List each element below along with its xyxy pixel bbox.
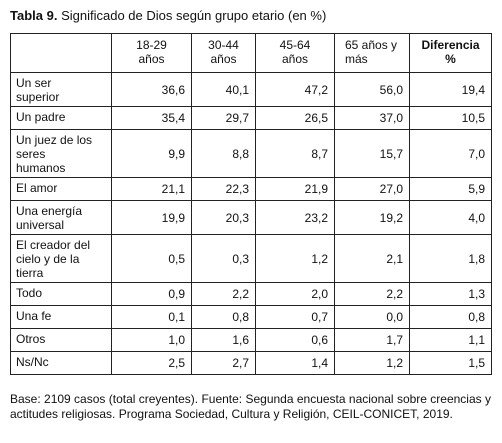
- cell-value: 29,7: [191, 106, 256, 130]
- table-row: Un juez de los seres humanos 9,9 8,8 8,7 15,…: [10, 129, 492, 178]
- cell-value: 35,4: [111, 106, 192, 130]
- table-row: Una fe 0,1 0,8 0,7 0,0 0,8: [10, 305, 492, 329]
- cell-value: 2,5: [111, 351, 192, 375]
- row-label: Todo: [10, 282, 112, 306]
- cell-value: 19,2: [334, 200, 410, 235]
- cell-value: 0,7: [255, 305, 335, 329]
- cell-value: 10,5: [409, 106, 492, 130]
- cell-value: 2,7: [191, 351, 256, 375]
- cell-value: 21,9: [255, 177, 335, 201]
- footnote: Base: 2109 casos (total creyentes). Fuen…: [10, 392, 491, 421]
- cell-value: 1,3: [409, 282, 492, 306]
- cell-value: 56,0: [334, 72, 410, 107]
- cell-value: 2,2: [334, 282, 410, 306]
- cell-value: 0,9: [111, 282, 192, 306]
- column-header: Diferencia %: [409, 33, 492, 73]
- cell-value: 0,0: [334, 305, 410, 329]
- row-label: Ns/Nc: [10, 351, 112, 375]
- cell-value: 1,1: [409, 328, 492, 352]
- cell-value: 2,0: [255, 282, 335, 306]
- row-label: Una fe: [10, 305, 112, 329]
- cell-value: 0,5: [111, 234, 192, 283]
- cell-value: 0,8: [191, 305, 256, 329]
- table-row: El amor 21,1 22,3 21,9 27,0 5,9: [10, 177, 492, 201]
- cell-value: 1,5: [409, 351, 492, 375]
- cell-value: 0,1: [111, 305, 192, 329]
- cell-value: 23,2: [255, 200, 335, 235]
- table-row: Una energía universal 19,9 20,3 23,2 19,2 4,0: [10, 200, 492, 235]
- table-body: Un ser superior 36,6 40,1 47,2 56,0 19,4 Un pa…: [10, 72, 492, 375]
- row-label: Un padre: [10, 106, 112, 130]
- cell-value: 7,0: [409, 129, 492, 178]
- cell-value: 0,3: [191, 234, 256, 283]
- cell-value: 0,8: [409, 305, 492, 329]
- table-row: Un ser superior 36,6 40,1 47,2 56,0 19,4: [10, 72, 492, 107]
- cell-value: 37,0: [334, 106, 410, 130]
- column-header: 65 años y más: [334, 33, 410, 73]
- cell-value: 2,1: [334, 234, 410, 283]
- cell-value: 15,7: [334, 129, 410, 178]
- cell-value: 1,8: [409, 234, 492, 283]
- cell-value: 26,5: [255, 106, 335, 130]
- cell-value: 1,6: [191, 328, 256, 352]
- cell-value: 1,4: [255, 351, 335, 375]
- column-header: 30-44 años: [191, 33, 256, 73]
- row-label: El amor: [10, 177, 112, 201]
- title: Tabla 9. Significado de Dios según grupo…: [10, 8, 326, 23]
- column-header: 45-64 años: [255, 33, 335, 73]
- cell-value: 20,3: [191, 200, 256, 235]
- cell-value: 5,9: [409, 177, 492, 201]
- cell-value: 27,0: [334, 177, 410, 201]
- table-row: Ns/Nc 2,5 2,7 1,4 1,2 1,5: [10, 351, 492, 375]
- cell-value: 47,2: [255, 72, 335, 107]
- column-header: [10, 33, 112, 73]
- row-label: Un ser superior: [10, 72, 112, 107]
- cell-value: 22,3: [191, 177, 256, 201]
- row-label: El creador del cielo y de la tierra: [10, 234, 112, 283]
- cell-value: 40,1: [191, 72, 256, 107]
- row-label: Una energía universal: [10, 200, 112, 235]
- table-title: Significado de Dios según grupo etario (…: [61, 8, 327, 23]
- table-row: Un padre 35,4 29,7 26,5 37,0 10,5: [10, 106, 492, 130]
- table: 18-29 años 30-44 años 45-64 años 65 años y …: [10, 33, 492, 375]
- cell-value: 19,9: [111, 200, 192, 235]
- column-header: 18-29 años: [111, 33, 192, 73]
- cell-value: 1,2: [255, 234, 335, 283]
- header-row: 18-29 años 30-44 años 45-64 años 65 años y …: [10, 33, 492, 73]
- cell-value: 19,4: [409, 72, 492, 107]
- cell-value: 4,0: [409, 200, 492, 235]
- cell-value: 1,2: [334, 351, 410, 375]
- cell-value: 0,6: [255, 328, 335, 352]
- table-number: Tabla 9.: [10, 8, 58, 23]
- cell-value: 21,1: [111, 177, 192, 201]
- cell-value: 2,2: [191, 282, 256, 306]
- table-row: El creador del cielo y de la tierra 0,5 0,…: [10, 234, 492, 283]
- cell-value: 8,7: [255, 129, 335, 178]
- cell-value: 36,6: [111, 72, 192, 107]
- cell-value: 1,0: [111, 328, 192, 352]
- row-label: Otros: [10, 328, 112, 352]
- row-label: Un juez de los seres humanos: [10, 129, 112, 178]
- cell-value: 8,8: [191, 129, 256, 178]
- cell-value: 1,7: [334, 328, 410, 352]
- table-row: Otros 1,0 1,6 0,6 1,7 1,1: [10, 328, 492, 352]
- cell-value: 9,9: [111, 129, 192, 178]
- table-row: Todo 0,9 2,2 2,0 2,2 1,3: [10, 282, 492, 306]
